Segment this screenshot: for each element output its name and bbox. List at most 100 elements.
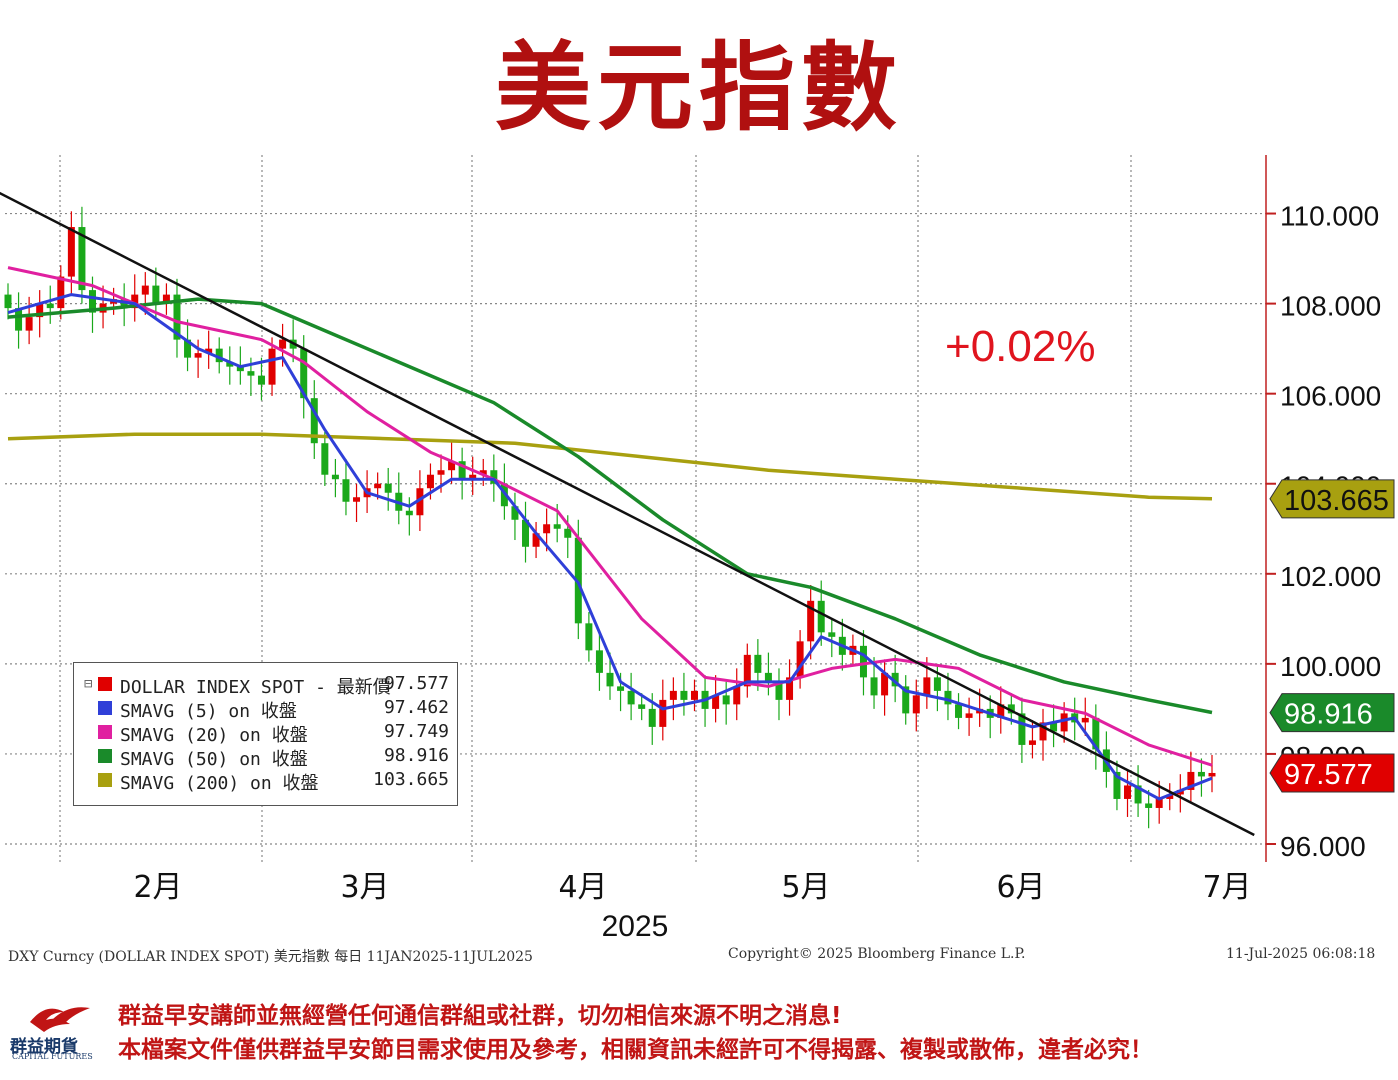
candle-body bbox=[638, 704, 646, 709]
legend-item-price: ⊟ DOLLAR INDEX SPOT - 最新價 97.577 bbox=[84, 673, 449, 698]
candle-body bbox=[490, 470, 498, 484]
legend-swatch bbox=[98, 749, 112, 763]
candle-body bbox=[437, 470, 445, 475]
candle-body bbox=[1124, 785, 1132, 799]
candle-body bbox=[796, 641, 804, 678]
candle-body bbox=[1197, 771, 1205, 777]
candle-body bbox=[997, 704, 1005, 718]
y-tick-label: 108.000 bbox=[1280, 291, 1381, 322]
candle-body bbox=[194, 353, 202, 358]
candle-body bbox=[1145, 803, 1153, 808]
chart-legend: ⊟ DOLLAR INDEX SPOT - 最新價 97.577 SMAVG (… bbox=[73, 662, 458, 806]
candle-body bbox=[162, 294, 170, 304]
candle-body bbox=[1060, 713, 1068, 732]
candle-body bbox=[279, 339, 287, 349]
candle-body bbox=[25, 317, 33, 331]
candle-body bbox=[733, 686, 741, 705]
candle-body bbox=[1039, 722, 1047, 741]
disclaimer-line-1: 群益早安講師並無經營任何通信群組或社群，切勿相信來源不明之消息! bbox=[118, 1003, 842, 1029]
candle-body bbox=[606, 672, 614, 687]
legend-item-sma20: SMAVG (20) on 收盤 97.749 bbox=[84, 721, 457, 746]
candle-body bbox=[342, 479, 350, 502]
candle-body bbox=[722, 695, 730, 705]
candle-body bbox=[479, 470, 487, 475]
legend-item-sma5: SMAVG (5) on 收盤 97.462 bbox=[84, 697, 457, 722]
candle-body bbox=[859, 645, 867, 678]
x-month-label: 5月 bbox=[781, 870, 830, 905]
candle-body bbox=[764, 672, 772, 682]
price-tag bbox=[1269, 479, 1395, 519]
candle-body bbox=[1092, 717, 1100, 750]
x-axis-label: 2025 bbox=[602, 910, 669, 940]
footer-copyright: Copyright© 2025 Bloomberg Finance L.P. bbox=[728, 946, 1026, 962]
legend-swatch bbox=[98, 725, 112, 739]
candle-body bbox=[1050, 722, 1058, 732]
footer-source: DXY Curncy (DOLLAR INDEX SPOT) 美元指數 每日 1… bbox=[8, 949, 533, 965]
legend-swatch bbox=[98, 677, 112, 691]
price-tag-label: 97.577 bbox=[1284, 759, 1373, 791]
legend-item-sma200: SMAVG (200) on 收盤 103.665 bbox=[84, 769, 457, 794]
logo-name: 群益期貨 bbox=[10, 1037, 78, 1057]
candle-body bbox=[67, 227, 75, 277]
candle-body bbox=[870, 677, 878, 696]
trendline bbox=[0, 191, 1255, 837]
candle-body bbox=[4, 294, 12, 309]
y-tick-label: 106.000 bbox=[1280, 381, 1381, 412]
candle-body bbox=[627, 690, 635, 705]
price-tag bbox=[1269, 693, 1395, 733]
candle-body bbox=[88, 290, 96, 313]
candle-body bbox=[1208, 772, 1216, 777]
candle-body bbox=[141, 285, 149, 295]
candle-body bbox=[152, 285, 160, 304]
candle-body bbox=[1113, 771, 1121, 799]
sma50-line bbox=[7, 297, 1213, 715]
candle-body bbox=[595, 650, 603, 673]
candle-body bbox=[881, 672, 889, 696]
candle-body bbox=[712, 695, 720, 709]
price-tag-label: 103.665 bbox=[1284, 485, 1389, 517]
candle-body bbox=[268, 348, 276, 385]
y-tick-label: 96.000 bbox=[1280, 831, 1366, 862]
candle-body bbox=[331, 474, 339, 480]
candle-body bbox=[902, 686, 910, 714]
y-tick-label: 100.000 bbox=[1280, 651, 1381, 682]
candle-body bbox=[828, 632, 836, 637]
candle-body bbox=[807, 600, 815, 642]
price-tag-label: 98.916 bbox=[1284, 699, 1373, 731]
sma20-line bbox=[7, 266, 1213, 767]
candle-body bbox=[923, 677, 931, 696]
candle-body bbox=[469, 474, 477, 480]
candle-body bbox=[215, 348, 223, 363]
candle-body bbox=[416, 488, 424, 516]
candle-body bbox=[426, 474, 434, 489]
capital-futures-logo bbox=[30, 1007, 90, 1032]
candle-body bbox=[384, 483, 392, 493]
x-month-label: 7月 bbox=[1202, 870, 1251, 905]
candle-body bbox=[786, 677, 794, 700]
candle-body bbox=[690, 690, 698, 700]
x-month-label: 3月 bbox=[340, 870, 389, 905]
candle-body bbox=[553, 524, 561, 529]
candle-body bbox=[36, 303, 44, 318]
candle-body bbox=[564, 528, 572, 538]
sma200-line bbox=[7, 432, 1213, 501]
candle-body bbox=[532, 533, 540, 547]
x-month-label: 6月 bbox=[996, 870, 1045, 905]
candle-body bbox=[817, 600, 825, 633]
candle-body bbox=[131, 294, 139, 309]
sma5-line bbox=[7, 293, 1213, 801]
y-tick-label: 110.000 bbox=[1280, 201, 1379, 232]
candle-body bbox=[46, 303, 54, 309]
price-tag bbox=[1269, 753, 1395, 793]
candle-body bbox=[448, 461, 456, 471]
candle-body bbox=[300, 348, 308, 399]
candle-body bbox=[57, 276, 65, 309]
candle-body bbox=[944, 690, 952, 705]
candle-body bbox=[1155, 798, 1163, 808]
candle-body bbox=[648, 708, 656, 727]
candle-body bbox=[965, 713, 973, 718]
candle-body bbox=[585, 623, 593, 651]
candle-body bbox=[680, 690, 688, 700]
logo-subtitle: CAPITAL FUTURES bbox=[12, 1052, 93, 1061]
candle-body bbox=[310, 398, 318, 444]
